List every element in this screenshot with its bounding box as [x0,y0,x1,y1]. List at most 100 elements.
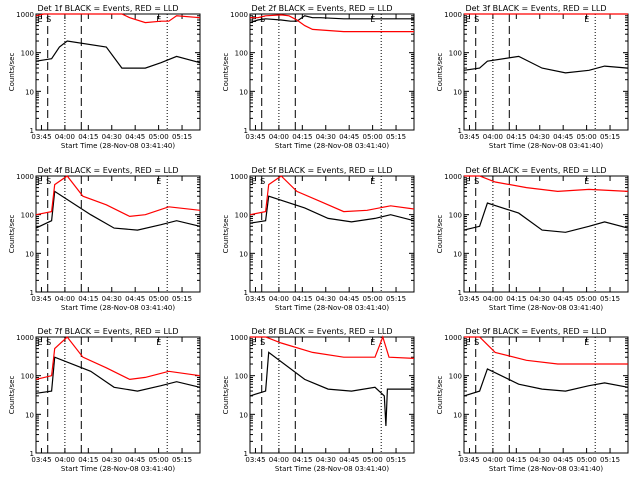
chart-panel-9: Det 9f BLACK = Events, RED = LLD 1 10 100 10… [436,327,629,473]
y-tick-label: 1000 [444,11,462,19]
x-tick-label: 05:15 [172,456,192,464]
events-series-line [463,368,629,397]
marker-label: S [46,177,51,186]
y-tick-label: 1 [458,450,462,458]
y-tick-label: 1000 [444,173,462,181]
y-axis-label: Counts/sec [436,53,444,92]
marker-label: S [46,15,51,24]
marker-label: S [46,338,51,347]
lld-series-line [249,175,415,216]
y-tick-label: 10 [239,88,248,96]
events-series-line [35,40,201,69]
y-tick-label: 1 [244,289,248,297]
x-axis-label: Start Time (28-Nov-08 03:41:40) [275,465,389,473]
x-tick-label: 04:30 [530,295,550,303]
x-tick-label: 04:45 [339,133,359,141]
x-tick-label: 04:45 [553,295,573,303]
marker-label: S [474,15,479,24]
y-axis-label: Counts/sec [222,215,230,254]
chart-panel-8: Det 8f BLACK = Events, RED = LLD 1 10 100 10… [222,327,415,473]
x-tick-label: 05:00 [149,456,169,464]
chart-panel-3: Det 3f BLACK = Events, RED = LLD 1 10 100 10… [436,4,629,150]
lld-series-line [250,335,415,359]
panel-title: Det 7f BLACK = Events, RED = LLD [37,327,178,336]
x-tick-label: 04:00 [55,295,75,303]
y-tick-label: 100 [449,373,462,381]
y-tick-label: 1 [458,127,462,135]
marker-label: E [156,338,161,347]
events-series-line [249,15,414,24]
x-tick-label: 04:00 [55,133,75,141]
x-tick-label: 04:30 [530,456,550,464]
x-tick-label: 05:00 [149,295,169,303]
x-axis-label: Start Time (28-Nov-08 03:41:40) [61,142,175,150]
x-tick-label: 05:15 [172,295,192,303]
x-tick-label: 05:15 [172,133,192,141]
y-tick-label: 10 [239,411,248,419]
x-tick-label: 05:00 [577,456,597,464]
x-tick-label: 05:15 [600,456,620,464]
marker-label: E [584,15,589,24]
plot-frame [463,175,629,293]
marker-label: S [260,338,265,347]
x-tick-label: 04:15 [78,456,98,464]
y-axis-label: Counts/sec [436,376,444,415]
x-tick-label: 04:00 [483,133,503,141]
chart-panel-4: Det 4f BLACK = Events, RED = LLD 1 10 100 10… [8,166,201,312]
plot-frame [463,336,629,454]
x-axis-label: Start Time (28-Nov-08 03:41:40) [61,304,175,312]
x-tick-label: 04:45 [339,295,359,303]
x-tick-label: 04:15 [506,456,526,464]
y-tick-label: 10 [453,250,462,258]
y-tick-label: 1 [458,289,462,297]
x-tick-label: 04:30 [102,133,122,141]
x-tick-label: 05:00 [577,295,597,303]
plot-frame [35,175,201,293]
x-tick-label: 04:15 [292,456,312,464]
marker-label: S [474,338,479,347]
marker-label: E [466,177,471,186]
x-tick-label: 03:45 [31,133,51,141]
x-tick-label: 04:00 [269,295,289,303]
x-tick-label: 04:15 [292,133,312,141]
x-tick-label: 04:45 [553,133,573,141]
lld-series-line [250,14,414,33]
y-axis-label: Counts/sec [222,53,230,92]
x-tick-label: 03:45 [31,456,51,464]
panel-title: Det 5f BLACK = Events, RED = LLD [251,166,392,175]
panel-title: Det 3f BLACK = Events, RED = LLD [465,4,606,13]
x-tick-label: 04:30 [316,295,336,303]
x-tick-label: 05:15 [386,456,406,464]
panel-title: Det 2f BLACK = Events, RED = LLD [251,4,392,13]
x-axis-label: Start Time (28-Nov-08 03:41:40) [489,465,603,473]
lld-series-line [464,336,628,365]
y-tick-label: 100 [235,50,248,58]
x-axis-label: Start Time (28-Nov-08 03:41:40) [489,142,603,150]
x-axis-label: Start Time (28-Nov-08 03:41:40) [61,465,175,473]
marker-label: E [584,338,589,347]
marker-label: E [466,15,471,24]
y-tick-label: 1000 [230,173,248,181]
panel-title: Det 1f BLACK = Events, RED = LLD [37,4,178,13]
marker-label: E [156,177,161,186]
marker-label: E [252,177,257,186]
x-tick-label: 04:45 [125,295,145,303]
marker-label: S [260,177,265,186]
y-tick-label: 100 [21,212,34,220]
x-tick-label: 05:15 [600,133,620,141]
y-tick-label: 1 [244,127,248,135]
y-tick-label: 1000 [16,334,34,342]
chart-panel-2: Det 2f BLACK = Events, RED = LLD 1 10 100 10… [222,4,415,150]
x-tick-label: 04:30 [102,295,122,303]
marker-label: E [252,338,257,347]
y-axis-label: Counts/sec [436,215,444,254]
x-tick-label: 05:00 [149,133,169,141]
x-tick-label: 04:00 [269,456,289,464]
lld-series-line [35,336,201,381]
y-axis-label: Counts/sec [222,376,230,415]
marker-label: E [370,338,375,347]
x-tick-label: 03:45 [245,133,265,141]
x-tick-label: 04:00 [483,295,503,303]
panel-title: Det 4f BLACK = Events, RED = LLD [37,166,178,175]
y-tick-label: 10 [453,88,462,96]
